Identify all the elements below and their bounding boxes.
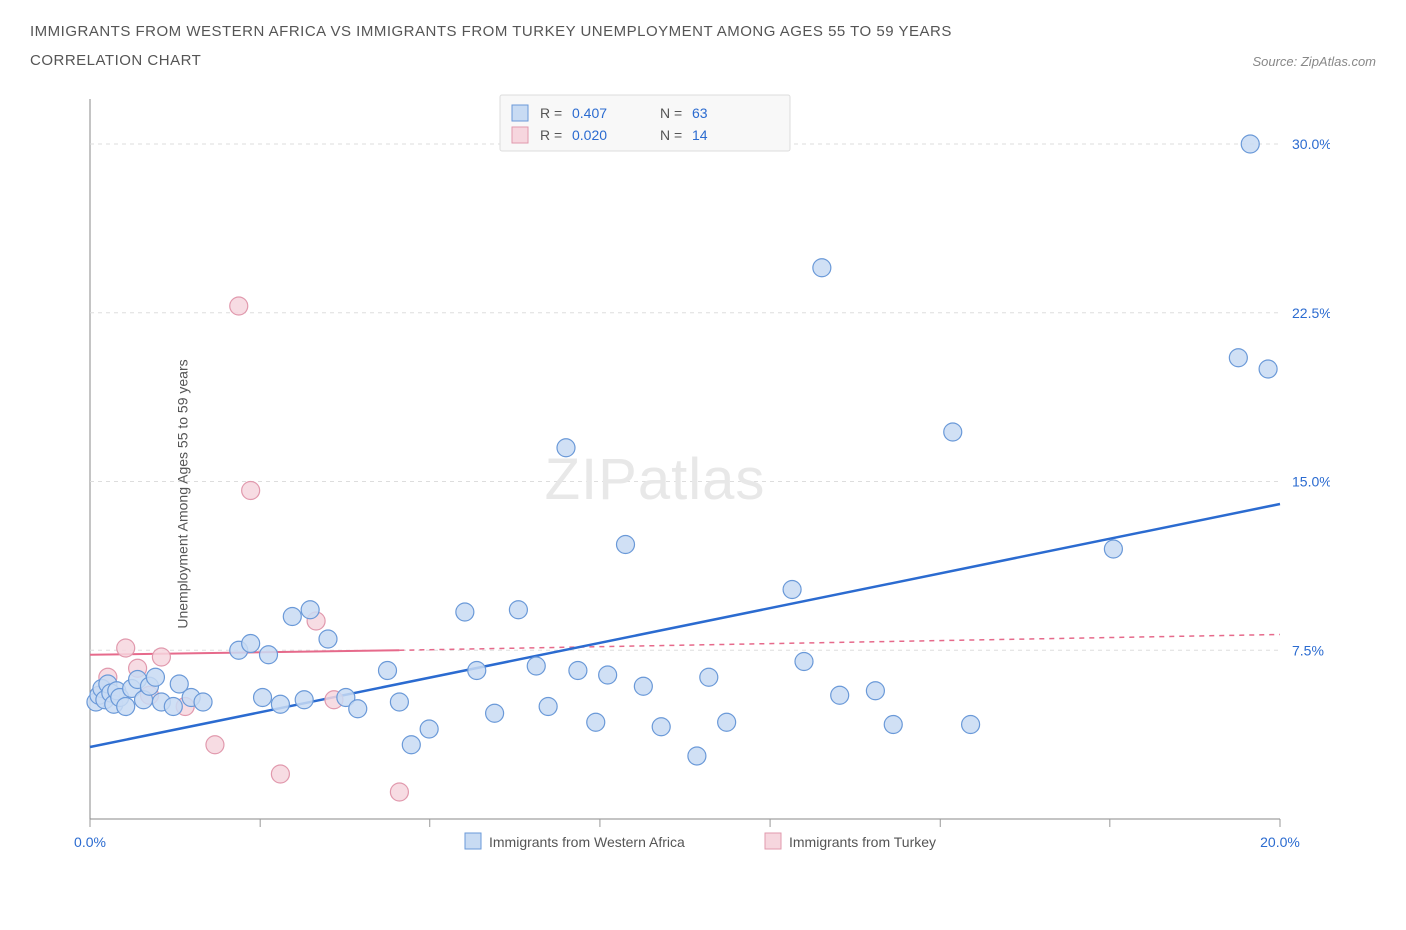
- chart-subtitle: CORRELATION CHART: [30, 52, 201, 69]
- svg-text:22.5%: 22.5%: [1292, 305, 1330, 321]
- chart-title: IMMIGRANTS FROM WESTERN AFRICA VS IMMIGR…: [30, 20, 952, 44]
- chart-header: IMMIGRANTS FROM WESTERN AFRICA VS IMMIGR…: [30, 20, 1376, 69]
- svg-text:Immigrants from Western Africa: Immigrants from Western Africa: [489, 834, 685, 850]
- svg-text:Immigrants from Turkey: Immigrants from Turkey: [789, 834, 936, 850]
- svg-text:63: 63: [692, 105, 708, 121]
- svg-text:N =: N =: [660, 105, 682, 121]
- svg-text:20.0%: 20.0%: [1260, 834, 1300, 850]
- svg-text:0.0%: 0.0%: [74, 834, 106, 850]
- source-label: Source: ZipAtlas.com: [1252, 54, 1376, 69]
- svg-text:N =: N =: [660, 127, 682, 143]
- y-axis-label: Unemployment Among Ages 55 to 59 years: [175, 359, 191, 628]
- svg-text:14: 14: [692, 127, 708, 143]
- svg-text:30.0%: 30.0%: [1292, 136, 1330, 152]
- svg-text:0.407: 0.407: [572, 105, 607, 121]
- svg-text:R =: R =: [540, 127, 562, 143]
- scatter-chart: 7.5% 15.0% 22.5% 30.0% 0.0% 20.0% ZIPatlas R = 0…: [30, 79, 1330, 909]
- svg-text:ZIPatlas: ZIPatlas: [545, 447, 766, 512]
- chart-area: Unemployment Among Ages 55 to 59 years 7…: [30, 79, 1376, 909]
- svg-text:7.5%: 7.5%: [1292, 642, 1324, 658]
- svg-text:0.020: 0.020: [572, 127, 607, 143]
- svg-text:15.0%: 15.0%: [1292, 474, 1330, 490]
- svg-text:R =: R =: [540, 105, 562, 121]
